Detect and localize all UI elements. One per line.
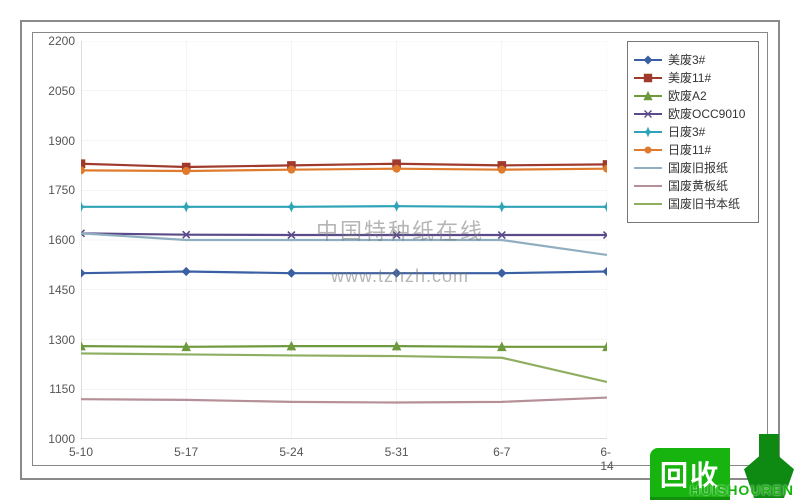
legend-symbol bbox=[634, 54, 662, 66]
y-tick-label: 2200 bbox=[48, 34, 81, 48]
legend-item: 美废11# bbox=[634, 72, 752, 84]
x-tick-label: 5-24 bbox=[279, 439, 303, 459]
legend-symbol bbox=[634, 144, 662, 156]
y-tick-label: 1900 bbox=[48, 134, 81, 148]
legend-symbol bbox=[634, 198, 662, 210]
legend-item: 欧废OCC9010 bbox=[634, 108, 752, 120]
legend-item: 欧废A2 bbox=[634, 90, 752, 102]
legend-item: 国废旧报纸 bbox=[634, 162, 752, 174]
chart-outer-border: 1000115013001450160017501900205022005-10… bbox=[20, 20, 780, 480]
legend-symbol bbox=[634, 180, 662, 192]
y-tick-label: 2050 bbox=[48, 84, 81, 98]
legend-label: 国废旧报纸 bbox=[668, 162, 728, 174]
legend-label: 国废黄板纸 bbox=[668, 180, 728, 192]
legend-label: 日废11# bbox=[668, 144, 711, 156]
legend-label: 日废3# bbox=[668, 126, 705, 138]
y-tick-label: 1600 bbox=[48, 233, 81, 247]
legend-label: 美废11# bbox=[668, 72, 711, 84]
chart-inner-panel: 1000115013001450160017501900205022005-10… bbox=[32, 32, 768, 466]
y-tick-label: 1750 bbox=[48, 183, 81, 197]
x-tick-label: 5-17 bbox=[174, 439, 198, 459]
legend-symbol bbox=[634, 126, 662, 138]
legend-symbol bbox=[634, 90, 662, 102]
legend-label: 欧废OCC9010 bbox=[668, 108, 745, 120]
legend-item: 国废旧书本纸 bbox=[634, 198, 752, 210]
legend-item: 国废黄板纸 bbox=[634, 180, 752, 192]
legend-label: 欧废A2 bbox=[668, 90, 707, 102]
legend-item: 日废3# bbox=[634, 126, 752, 138]
x-tick-label: 6-14 bbox=[600, 439, 613, 473]
y-tick-label: 1450 bbox=[48, 283, 81, 297]
legend-symbol bbox=[634, 162, 662, 174]
legend-symbol bbox=[634, 72, 662, 84]
legend-symbol bbox=[634, 108, 662, 120]
y-tick-label: 1300 bbox=[48, 333, 81, 347]
x-tick-label: 6-7 bbox=[493, 439, 510, 459]
plot-area: 1000115013001450160017501900205022005-10… bbox=[81, 41, 607, 439]
x-tick-label: 5-31 bbox=[385, 439, 409, 459]
x-tick-label: 5-10 bbox=[69, 439, 93, 459]
y-tick-label: 1150 bbox=[49, 382, 81, 396]
legend-item: 日废11# bbox=[634, 144, 752, 156]
site-badge: 回收 HUISHOUREN bbox=[650, 430, 800, 500]
legend-label: 国废旧书本纸 bbox=[668, 198, 740, 210]
badge-subtext: HUISHOUREN bbox=[690, 482, 794, 498]
chart-overlay-svg bbox=[81, 41, 607, 439]
legend-label: 美废3# bbox=[668, 54, 705, 66]
legend: 美废3# 美废11# 欧废A2 欧废OCC9010 日废3# 日废11# 国废旧报纸国废黄板… bbox=[627, 41, 759, 223]
legend-item: 美废3# bbox=[634, 54, 752, 66]
